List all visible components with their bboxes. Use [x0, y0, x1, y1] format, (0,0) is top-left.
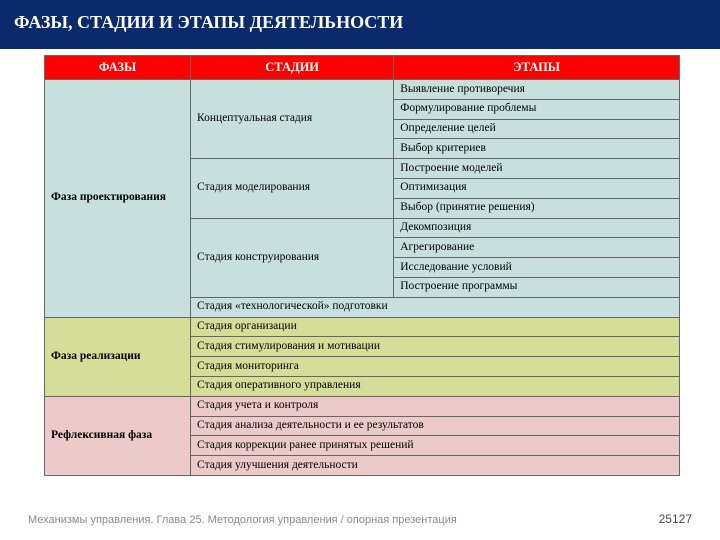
table-header-cell: СТАДИИ [191, 56, 394, 80]
phases-table: ФАЗЫСТАДИИЭТАПЫ Фаза проектированияКонце… [44, 55, 680, 476]
phase-cell: Фаза проектирования [45, 80, 191, 318]
table-header-row: ФАЗЫСТАДИИЭТАПЫ [45, 56, 680, 80]
footer: Механизмы управления. Глава 25. Методоло… [28, 512, 692, 526]
step-cell: Декомпозиция [394, 218, 680, 238]
table-header-cell: ЭТАПЫ [394, 56, 680, 80]
stage-cell: Стадия учета и контроля [191, 396, 680, 416]
step-cell: Оптимизация [394, 178, 680, 198]
step-cell: Формулирование проблемы [394, 99, 680, 119]
stage-cell: Стадия коррекции ранее принятых решений [191, 436, 680, 456]
step-cell: Выявление противоречия [394, 80, 680, 100]
stage-cell: Концептуальная стадия [191, 80, 394, 159]
step-cell: Выбор критериев [394, 139, 680, 159]
stage-cell: Стадия организации [191, 317, 680, 337]
table-header-cell: ФАЗЫ [45, 56, 191, 80]
table-row: Рефлексивная фазаСтадия учета и контроля [45, 396, 680, 416]
page-number: 25127 [659, 512, 692, 526]
phase-cell: Фаза реализации [45, 317, 191, 396]
phase-cell: Рефлексивная фаза [45, 396, 191, 475]
step-cell: Агрегирование [394, 238, 680, 258]
step-cell: Выбор (принятие решения) [394, 198, 680, 218]
table-body: Фаза проектированияКонцептуальная стадия… [45, 80, 680, 476]
table-row: Фаза проектированияКонцептуальная стадия… [45, 80, 680, 100]
step-cell: Определение целей [394, 119, 680, 139]
table-container: ФАЗЫСТАДИИЭТАПЫ Фаза проектированияКонце… [44, 55, 680, 476]
stage-cell: Стадия «технологической» подготовки [191, 297, 680, 317]
stage-cell: Стадия стимулирования и мотивации [191, 337, 680, 357]
stage-cell: Стадия конструирования [191, 218, 394, 297]
stage-cell: Стадия улучшения деятельности [191, 456, 680, 476]
step-cell: Построение программы [394, 277, 680, 297]
step-cell: Исследование условий [394, 258, 680, 278]
stage-cell: Стадия оперативного управления [191, 376, 680, 396]
table-row: Фаза реализацииСтадия организации [45, 317, 680, 337]
stage-cell: Стадия моделирования [191, 159, 394, 218]
step-cell: Построение моделей [394, 159, 680, 179]
footer-text: Механизмы управления. Глава 25. Методоло… [28, 514, 457, 526]
page-title: ФАЗЫ, СТАДИИ И ЭТАПЫ ДЕЯТЕЛЬНОСТИ [0, 0, 720, 49]
stage-cell: Стадия мониторинга [191, 357, 680, 377]
stage-cell: Стадия анализа деятельности и ее результ… [191, 416, 680, 436]
